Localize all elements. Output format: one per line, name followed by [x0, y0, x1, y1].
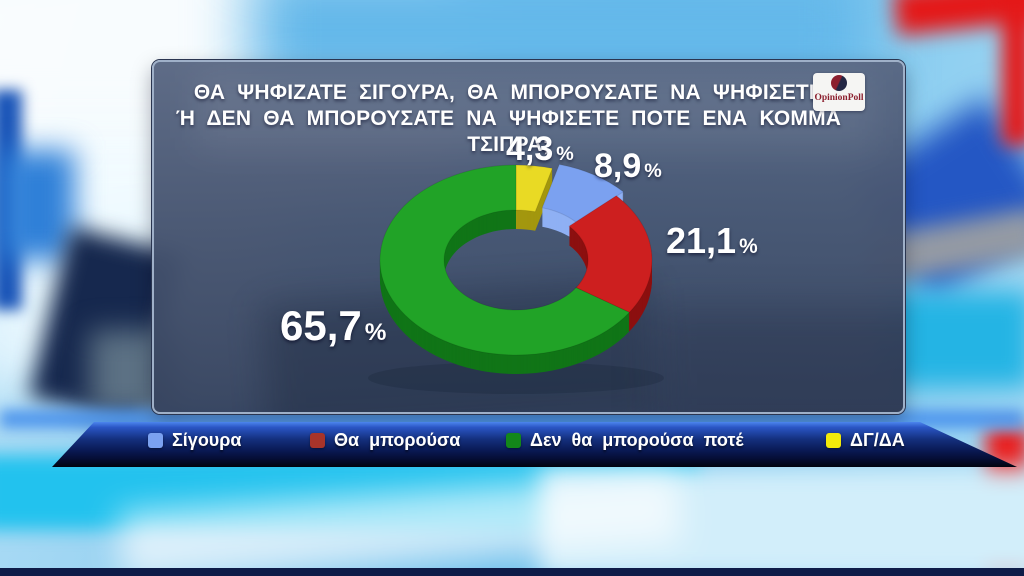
background-shape: [882, 292, 1024, 387]
opinionpoll-logo-text: OpinionPoll: [814, 93, 864, 103]
percent-sign: %: [644, 160, 662, 182]
percent-sign: %: [556, 143, 574, 165]
data-label-value: 65,7: [280, 302, 362, 349]
legend-label: ΔΓ/ΔΑ: [850, 430, 905, 450]
legend-label: Θα μπορούσα: [334, 430, 461, 450]
panel-watermark: [654, 307, 903, 412]
legend-bar: Σίγουρα Θα μπορούσα Δεν θα μπορούσα ποτέ…: [52, 422, 1017, 467]
opinionpoll-logo: OpinionPoll: [813, 73, 865, 111]
legend-item-tha-mporousa: Θα μπορούσα: [310, 430, 460, 451]
panel-watermark: [194, 70, 874, 150]
legend-chip-blue: [148, 433, 163, 448]
legend-item-sigoura: Σίγουρα: [148, 430, 242, 451]
percent-sign: %: [364, 319, 387, 346]
legend-label: Σίγουρα: [172, 430, 242, 450]
legend-chip-red: [310, 433, 325, 448]
title-line-2: Ή ΔΕΝ ΘΑ ΜΠΟΡΟΥΣΑΤΕ ΝΑ ΨΗΦΙΣΕΤΕ ΠΟΤΕ ΕΝΑ…: [175, 107, 842, 156]
data-label-value: 21,1: [666, 220, 737, 261]
legend-label: Δεν θα μπορούσα ποτέ: [530, 430, 744, 450]
percent-sign: %: [739, 235, 758, 258]
data-label-sigoura: 8,9%: [594, 147, 662, 186]
background-shape: [1002, 0, 1024, 145]
opinionpoll-logo-icon: [831, 75, 847, 91]
legend-item-den-tha-mporousa: Δεν θα μπορούσα ποτέ: [506, 430, 744, 451]
legend-item-dgda: ΔΓ/ΔΑ: [826, 430, 905, 451]
poll-question-title: ΘΑ ΨΗΦΙΖΑΤΕ ΣΙΓΟΥΡΑ, ΘΑ ΜΠΟΡΟΥΣΑΤΕ ΝΑ ΨΗ…: [154, 62, 903, 158]
data-label-value: 8,9: [594, 147, 642, 185]
data-label-value: 4,3: [506, 130, 554, 168]
title-line-1: ΘΑ ΨΗΦΙΖΑΤΕ ΣΙΓΟΥΡΑ, ΘΑ ΜΠΟΡΟΥΣΑΤΕ ΝΑ ΨΗ…: [193, 81, 824, 104]
legend-chip-green: [506, 433, 521, 448]
data-label-dgda: 4,3%: [506, 130, 574, 169]
data-label-den-tha-mporousa: 65,7%: [280, 302, 386, 350]
data-label-tha-mporousa: 21,1%: [666, 220, 758, 262]
background-shape: [0, 150, 75, 260]
background-strip: [0, 568, 1024, 576]
legend-chip-yellow: [826, 433, 841, 448]
donut-chart: [368, 163, 664, 394]
